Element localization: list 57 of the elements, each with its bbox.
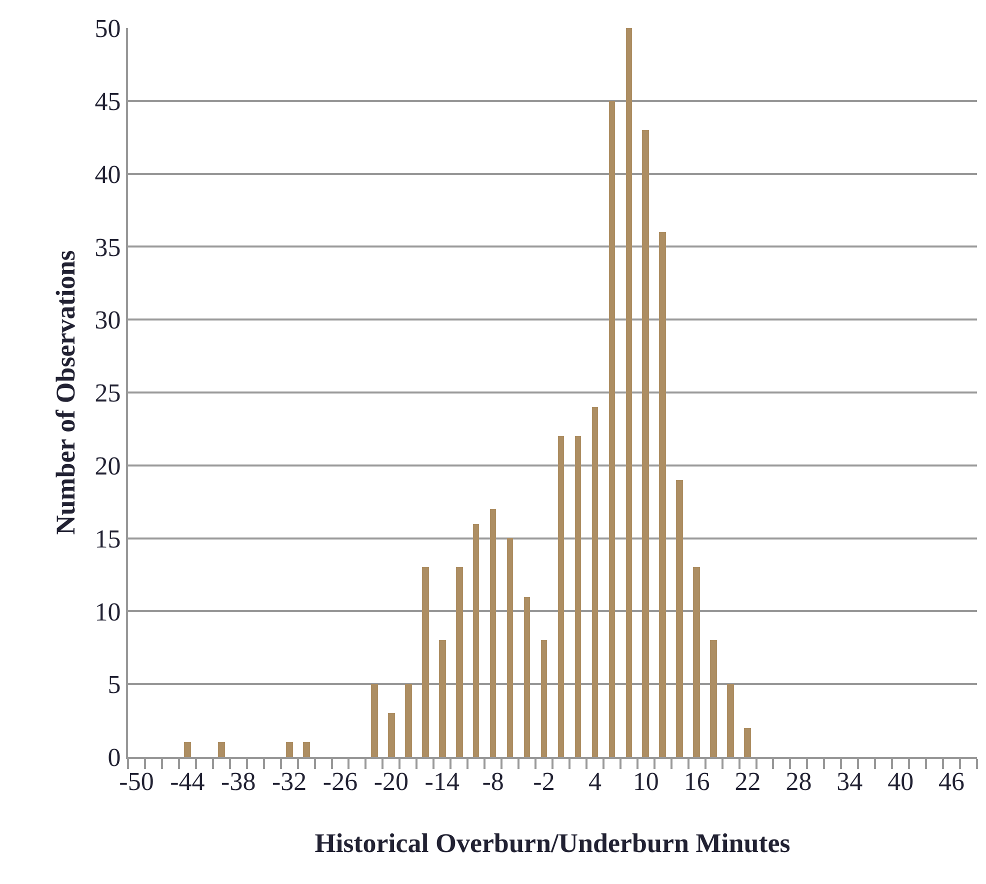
y-tick-label: 30 [94,306,121,335]
bar [659,232,666,757]
x-tick-label: 34 [836,767,863,796]
bar [439,640,446,757]
bar [592,407,598,757]
bar [218,742,225,757]
y-tick-label: 35 [94,232,121,262]
bar [490,509,496,757]
x-tick-label: -26 [322,767,358,796]
bar [676,480,683,757]
bar [744,728,751,757]
bar [524,597,530,757]
x-tick-label: -14 [424,767,460,796]
x-tick-label: -32 [272,767,307,796]
x-axis-title: Historical Overburn/Underburn Minutes [314,828,790,858]
bar [642,130,649,757]
bar [388,713,395,757]
bar [184,742,191,757]
bar [575,436,581,757]
x-tick-label: -38 [221,767,256,796]
y-tick-label: 0 [108,743,121,772]
bar [405,684,412,757]
y-tick-label: 15 [94,524,121,554]
bar [286,742,293,757]
y-tick-label: 5 [108,670,121,700]
x-tick-label: 28 [786,767,812,796]
y-tick-label: 40 [94,160,121,189]
x-tick-label: 40 [888,767,914,796]
bar [710,640,717,757]
y-tick-label: 45 [94,87,121,116]
bar [727,684,734,757]
x-tick-label: 16 [684,767,710,796]
bar [507,538,513,757]
y-tick-label: 25 [94,378,121,408]
x-tick-label: -8 [482,767,504,796]
x-tick-label: 10 [632,767,659,796]
x-tick-label: 4 [588,767,602,796]
bar [626,28,632,757]
x-tick-label: 46 [938,767,965,796]
bar [693,567,700,757]
bar [371,684,378,757]
x-tick-label: 22 [734,767,761,796]
x-tick-label: -50 [119,767,154,796]
bar [541,640,547,757]
y-tick-label: 20 [94,452,121,480]
bar [473,524,479,757]
y-tick-label: 10 [94,597,121,626]
bar [558,436,564,757]
bar [609,101,615,757]
x-tick-label: -20 [374,767,409,796]
bar [422,567,429,757]
x-tick-label: -2 [533,767,555,796]
bar [456,567,463,757]
bar [303,742,310,757]
y-tick-label: 50 [94,14,121,44]
x-tick-label: -44 [170,767,205,796]
y-axis-title: Number of Observations [50,250,80,535]
